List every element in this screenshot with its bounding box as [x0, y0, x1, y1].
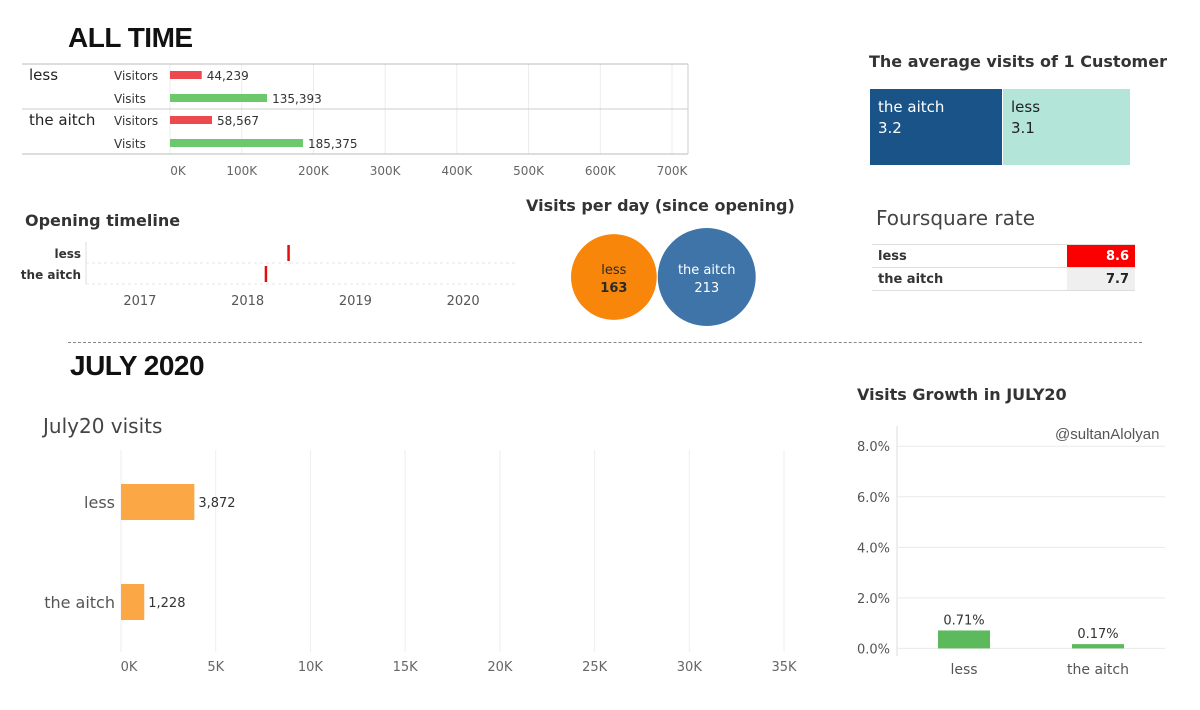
- bubble-value: 163: [600, 281, 627, 296]
- bubble-name: the aitch: [678, 263, 736, 278]
- x-tick-label: 2017: [123, 294, 156, 309]
- group-label-less: less: [29, 66, 58, 84]
- x-tick-label: 2019: [339, 294, 372, 309]
- bar-visits-the-aitch: [170, 139, 303, 147]
- timeline-label-less: less: [54, 247, 81, 261]
- x-tick-label: 5K: [207, 660, 224, 675]
- timeline-label-the-aitch: the aitch: [21, 268, 81, 282]
- july-visits-title: July20 visits: [43, 414, 163, 438]
- x-tick-label: 10K: [298, 660, 324, 675]
- x-tick-label: 600K: [585, 164, 617, 178]
- growth-title: Visits Growth in JULY20: [857, 385, 1067, 404]
- foursquare-name-the-aitch: the aitch: [872, 267, 1067, 291]
- foursquare-table: less 8.6 the aitch 7.7: [872, 244, 1135, 291]
- measure-label: Visits: [114, 137, 146, 151]
- x-tick-label: 100K: [226, 164, 258, 178]
- measure-label: Visits: [114, 92, 146, 106]
- x-tick-label: 400K: [441, 164, 473, 178]
- x-category-label-less: less: [950, 662, 977, 678]
- section-title-all-time: ALL TIME: [68, 22, 193, 53]
- treemap-name: less: [1011, 98, 1041, 116]
- x-tick-label: 25K: [582, 660, 608, 675]
- data-label: 135,393: [272, 92, 322, 106]
- x-tick-label: 300K: [370, 164, 402, 178]
- bubble-name: less: [601, 263, 626, 278]
- foursquare-title: Foursquare rate: [876, 206, 1036, 230]
- data-label: 0.71%: [943, 613, 984, 628]
- foursquare-value-the-aitch: 7.7: [1067, 267, 1135, 291]
- bar-the-aitch: [1072, 644, 1124, 649]
- visits-per-day-title: Visits per day (since opening): [526, 196, 795, 215]
- section-title-july-2020: JULY 2020: [70, 350, 205, 381]
- data-label: 185,375: [308, 137, 358, 151]
- bar-the-aitch: [121, 584, 145, 620]
- data-label: 58,567: [217, 114, 259, 128]
- treemap-cell-less[interactable]: less 3.1: [1003, 89, 1130, 165]
- x-tick-label: 2020: [447, 294, 480, 309]
- x-tick-label: 0K: [170, 164, 187, 178]
- all-time-chart: less Visitors 44,239 Visits 135,393 the aitch…: [22, 63, 689, 178]
- x-tick-label: 35K: [772, 660, 798, 675]
- growth-chart: 0.0% 2.0% 4.0% 6.0% 8.0% 0.71% less 0.17% the ai…: [857, 426, 1165, 678]
- foursquare-name-less: less: [872, 244, 1067, 268]
- data-label: 1,228: [148, 596, 185, 611]
- x-tick-label: 30K: [677, 660, 703, 675]
- data-label: 0.17%: [1077, 627, 1118, 642]
- x-tick-label: 500K: [513, 164, 545, 178]
- section-divider: [68, 342, 1142, 343]
- treemap-value: 3.1: [1011, 119, 1035, 137]
- x-tick-label: 15K: [393, 660, 419, 675]
- x-category-label-the-aitch: the aitch: [1067, 662, 1129, 678]
- measure-label: Visitors: [114, 69, 158, 83]
- table-row[interactable]: less 8.6: [872, 244, 1135, 268]
- x-tick-label: 20K: [487, 660, 513, 675]
- y-tick-label: 6.0%: [857, 491, 890, 506]
- category-label-less: less: [84, 493, 115, 512]
- y-tick-label: 0.0%: [857, 642, 890, 657]
- bar-visits-less: [170, 94, 268, 102]
- category-label-the-aitch: the aitch: [44, 593, 115, 612]
- bubble-value: 213: [694, 281, 719, 296]
- treemap-cell-the-aitch[interactable]: the aitch 3.2: [870, 89, 1002, 165]
- bar-visitors-less: [170, 71, 202, 79]
- bubble-the-aitch: [657, 228, 756, 326]
- opening-timeline-chart: less the aitch 2017 2018 2019 2020: [21, 242, 517, 309]
- y-tick-label: 4.0%: [857, 541, 890, 556]
- foursquare-value-less: 8.6: [1067, 244, 1135, 268]
- data-label: 3,872: [198, 496, 235, 511]
- opening-timeline-title: Opening timeline: [25, 211, 181, 230]
- watermark: @sultanAlolyan: [1055, 426, 1160, 443]
- bar-visitors-the-aitch: [170, 116, 213, 124]
- table-row[interactable]: the aitch 7.7: [872, 267, 1135, 291]
- x-tick-label: 0K: [121, 660, 138, 675]
- group-label-the-aitch: the aitch: [29, 111, 95, 129]
- bar-less: [938, 630, 990, 649]
- y-tick-label: 8.0%: [857, 440, 890, 455]
- july-visits-chart: less 3,872 the aitch 1,228 0K 5K 10K 15K 20K 25K 3…: [44, 450, 798, 675]
- bubble-less: [571, 234, 657, 320]
- bar-less: [121, 484, 195, 520]
- y-tick-label: 2.0%: [857, 592, 890, 607]
- x-tick-label: 2018: [231, 294, 264, 309]
- treemap-name: the aitch: [878, 98, 945, 116]
- measure-label: Visitors: [114, 114, 158, 128]
- x-tick-label: 200K: [298, 164, 330, 178]
- data-label: 44,239: [207, 69, 249, 83]
- visits-per-day-chart: less 163 the aitch 213: [571, 228, 756, 326]
- x-tick-label: 700K: [657, 164, 689, 178]
- avg-visits-title: The average visits of 1 Customer: [869, 52, 1167, 71]
- treemap-value: 3.2: [878, 119, 902, 137]
